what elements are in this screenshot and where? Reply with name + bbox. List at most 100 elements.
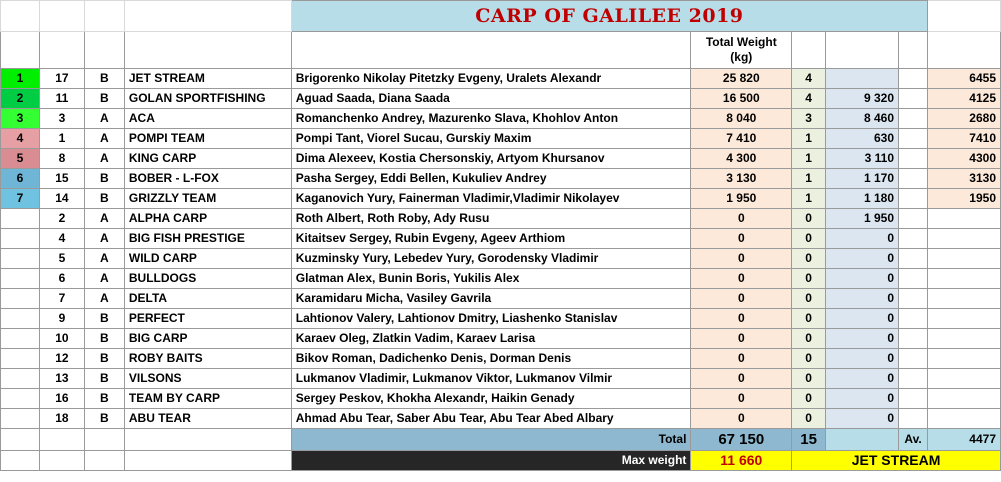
total-weight-cell[interactable]: 0 [690, 328, 793, 349]
place-cell[interactable]: 6 [0, 168, 40, 189]
sector-cell[interactable]: 13 [38, 368, 85, 389]
place-cell[interactable]: 3 [0, 108, 40, 129]
average-cell[interactable]: 7410 [927, 128, 1001, 149]
difference-cell[interactable]: 0 [825, 348, 900, 369]
team-name-cell[interactable]: ALPHA CARP [123, 208, 292, 229]
place-cell[interactable] [0, 268, 40, 289]
team-members-cell[interactable]: Karaev Oleg, Zlatkin Vadim, Karaev Laris… [290, 328, 692, 349]
difference-cell[interactable]: 0 [825, 268, 900, 289]
place-cell[interactable]: 5 [0, 148, 40, 169]
empty-cell[interactable] [0, 450, 40, 471]
empty-cell[interactable] [927, 0, 1001, 32]
zone-cell[interactable]: B [83, 68, 125, 89]
place-cell[interactable] [0, 308, 40, 329]
average-cell[interactable] [927, 248, 1001, 269]
team-members-cell[interactable]: Pasha Sergey, Eddi Bellen, Kukuliev Andr… [290, 168, 692, 189]
average-cell[interactable] [927, 208, 1001, 229]
zone-cell[interactable]: B [83, 168, 125, 189]
zone-cell[interactable]: A [83, 208, 125, 229]
fish-cell[interactable]: 3 [791, 108, 827, 129]
total-weight-cell[interactable]: 4 300 [690, 148, 793, 169]
header-team-members[interactable]: TEAM MEMBERS [290, 31, 692, 69]
zone-cell[interactable]: A [83, 108, 125, 129]
total-weight-cell[interactable]: 25 820 [690, 68, 793, 89]
team-members-cell[interactable]: Aguad Saada, Diana Saada [290, 88, 692, 109]
empty-cell[interactable] [123, 450, 292, 471]
total-weight-cell[interactable]: 0 [690, 268, 793, 289]
zone-cell[interactable]: B [83, 88, 125, 109]
fish-cell[interactable]: 0 [791, 248, 827, 269]
sector-cell[interactable]: 8 [38, 148, 85, 169]
average-cell[interactable]: 4300 [927, 148, 1001, 169]
header-difference[interactable]: Difference [825, 31, 900, 69]
team-members-cell[interactable]: Kaganovich Yury, Fainerman Vladimir,Vlad… [290, 188, 692, 209]
total-weight-cell[interactable]: 0 [690, 368, 793, 389]
difference-cell[interactable] [825, 68, 900, 89]
total-weight-cell[interactable]: 0 [690, 308, 793, 329]
team-members-cell[interactable]: Romanchenko Andrey, Mazurenko Slava, Kho… [290, 108, 692, 129]
total-weight-cell[interactable]: 0 [690, 408, 793, 429]
team-members-cell[interactable]: Pompi Tant, Viorel Sucau, Gurskiy Maxim [290, 128, 692, 149]
header-fish[interactable]: Fish [791, 31, 827, 69]
place-cell[interactable] [0, 208, 40, 229]
team-members-cell[interactable]: Karamidaru Micha, Vasiley Gavrila [290, 288, 692, 309]
header-blank[interactable] [898, 31, 929, 69]
sector-cell[interactable]: 5 [38, 248, 85, 269]
header-team-name[interactable]: TEAM NAME [123, 31, 292, 69]
team-name-cell[interactable]: PERFECT [123, 308, 292, 329]
fish-cell[interactable]: 0 [791, 208, 827, 229]
place-cell[interactable]: 7 [0, 188, 40, 209]
zone-cell[interactable]: B [83, 408, 125, 429]
team-members-cell[interactable]: Sergey Peskov, Khokha Alexandr, Haikin G… [290, 388, 692, 409]
zone-cell[interactable]: A [83, 268, 125, 289]
sector-cell[interactable]: 1 [38, 128, 85, 149]
difference-cell[interactable]: 0 [825, 388, 900, 409]
fish-cell[interactable]: 0 [791, 388, 827, 409]
team-members-cell[interactable]: Roth Albert, Roth Roby, Ady Rusu [290, 208, 692, 229]
average-cell[interactable]: 2680 [927, 108, 1001, 129]
sector-cell[interactable]: 15 [38, 168, 85, 189]
total-average-value[interactable]: 4477 [927, 428, 1001, 451]
sector-cell[interactable]: 17 [38, 68, 85, 89]
sector-cell[interactable]: 11 [38, 88, 85, 109]
zone-cell[interactable]: B [83, 348, 125, 369]
place-cell[interactable]: 2 [0, 88, 40, 109]
total-weight-cell[interactable]: 1 950 [690, 188, 793, 209]
empty-cell[interactable] [0, 428, 40, 451]
sector-cell[interactable]: 6 [38, 268, 85, 289]
zone-cell[interactable]: B [83, 388, 125, 409]
sector-cell[interactable]: 3 [38, 108, 85, 129]
zone-cell[interactable]: A [83, 148, 125, 169]
total-fish-value[interactable]: 15 [791, 428, 827, 451]
blank-cell[interactable] [898, 268, 929, 289]
total-weight-cell[interactable]: 16 500 [690, 88, 793, 109]
average-cell[interactable] [927, 328, 1001, 349]
header-average[interactable]: Average [927, 31, 1001, 69]
sector-cell[interactable]: 4 [38, 228, 85, 249]
blank-cell[interactable] [898, 288, 929, 309]
difference-cell[interactable]: 630 [825, 128, 900, 149]
difference-cell[interactable]: 8 460 [825, 108, 900, 129]
blank-cell[interactable] [898, 388, 929, 409]
team-name-cell[interactable]: ROBY BAITS [123, 348, 292, 369]
place-cell[interactable] [0, 348, 40, 369]
team-name-cell[interactable]: GRIZZLY TEAM [123, 188, 292, 209]
zone-cell[interactable]: B [83, 328, 125, 349]
average-cell[interactable] [927, 348, 1001, 369]
team-name-cell[interactable]: POMPI TEAM [123, 128, 292, 149]
sector-cell[interactable]: 18 [38, 408, 85, 429]
average-label[interactable]: Av. [898, 428, 929, 451]
place-cell[interactable]: 1 [0, 68, 40, 89]
total-weight-cell[interactable]: 3 130 [690, 168, 793, 189]
average-cell[interactable] [927, 308, 1001, 329]
place-cell[interactable] [0, 288, 40, 309]
empty-cell[interactable] [83, 450, 125, 471]
difference-cell[interactable]: 1 170 [825, 168, 900, 189]
fish-cell[interactable]: 0 [791, 228, 827, 249]
team-name-cell[interactable]: GOLAN SPORTFISHING [123, 88, 292, 109]
total-weight-value[interactable]: 67 150 [690, 428, 793, 451]
zone-cell[interactable]: B [83, 188, 125, 209]
sheet-title[interactable]: CARP OF GALILEE 2019 [290, 0, 929, 32]
place-cell[interactable] [0, 368, 40, 389]
total-weight-cell[interactable]: 0 [690, 228, 793, 249]
